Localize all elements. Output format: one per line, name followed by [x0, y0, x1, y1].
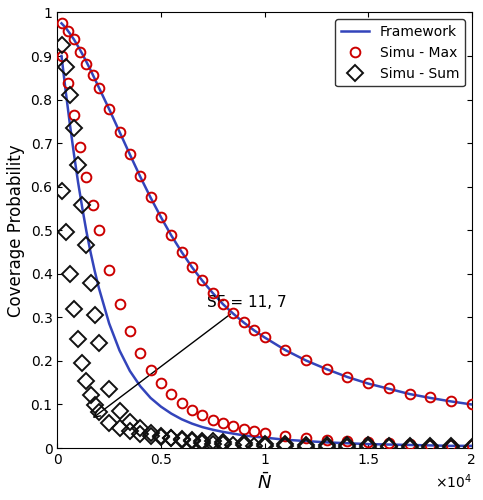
Text: SF = 11, 7: SF = 11, 7	[94, 294, 286, 417]
Legend: Framework, Simu - Max, Simu - Sum: Framework, Simu - Max, Simu - Sum	[335, 20, 465, 86]
Text: $\times 10^4$: $\times 10^4$	[435, 472, 472, 490]
Y-axis label: Coverage Probability: Coverage Probability	[7, 144, 25, 316]
X-axis label: $\bar{N}$: $\bar{N}$	[257, 472, 272, 493]
